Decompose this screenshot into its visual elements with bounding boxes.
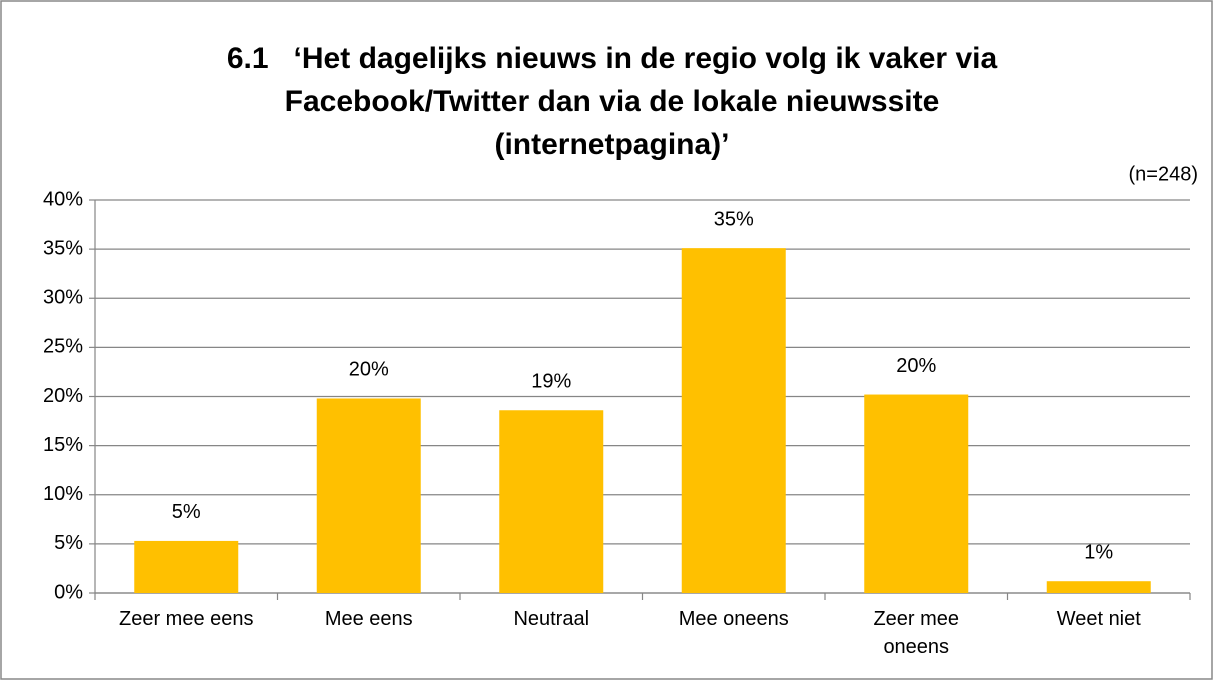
chart-title: 6.1 ‘Het dagelijks nieuws in de regio vo… (227, 42, 998, 75)
y-tick-label: 30% (43, 287, 83, 309)
bar (499, 410, 604, 593)
bar (134, 540, 239, 593)
y-tick-label: 20% (43, 385, 83, 407)
x-tick-label: Zeer mee eens (118, 608, 254, 630)
data-label: 35% (714, 208, 754, 230)
x-tick-label: Mee oneens (678, 608, 789, 630)
annotation: (n=248) (1129, 163, 1199, 185)
y-tick-label: 5% (54, 532, 83, 554)
y-tick-label: 35% (43, 237, 83, 259)
data-label: 19% (531, 371, 571, 393)
y-tick-label: 25% (43, 336, 83, 358)
data-label: 20% (896, 355, 936, 377)
bar (864, 394, 969, 593)
chart-title: (internetpagina)’ (494, 128, 729, 161)
y-tick-label: 10% (43, 483, 83, 505)
chart-title: Facebook/Twitter dan via de lokale nieuw… (285, 85, 940, 118)
data-label: 20% (349, 359, 389, 381)
x-tick-label: Mee eens (324, 608, 413, 630)
bar (681, 248, 786, 593)
data-label: 1% (1084, 541, 1113, 563)
y-tick-label: 0% (54, 581, 83, 603)
x-tick-label: Zeer mee oneens (873, 608, 960, 658)
data-label: 5% (172, 501, 201, 523)
bar (316, 398, 421, 593)
x-tick-label: Weet niet (1056, 608, 1141, 630)
bar (1046, 581, 1151, 593)
y-tick-label: 40% (43, 188, 83, 210)
y-tick-label: 15% (43, 434, 83, 456)
x-tick-label: Neutraal (513, 608, 590, 630)
